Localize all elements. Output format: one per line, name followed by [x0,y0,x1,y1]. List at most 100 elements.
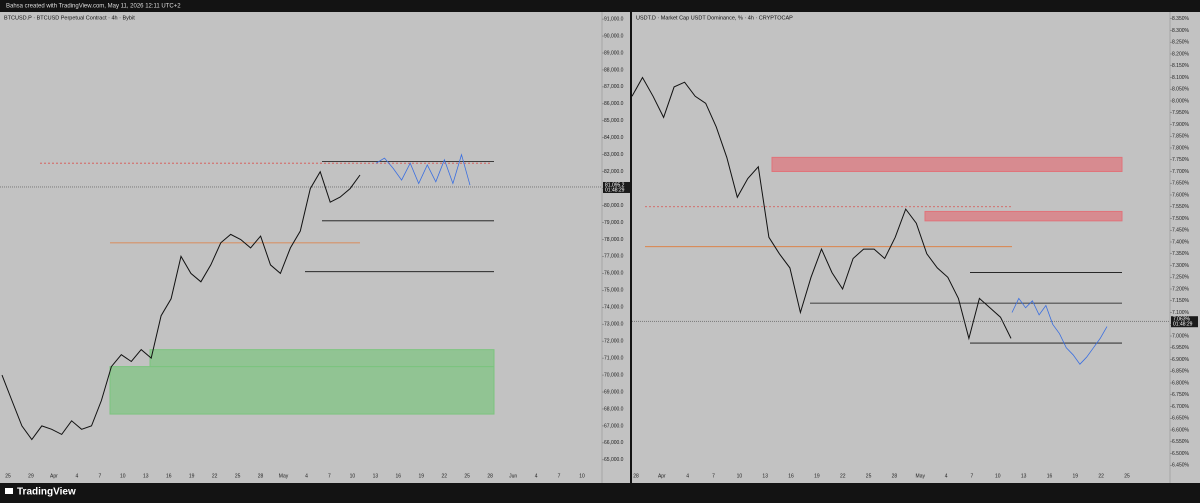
x-tick-label: 19 [1073,473,1079,479]
price-line [1,170,361,441]
y-tick-label: 6.500% [1172,451,1190,457]
x-tick-label: 22 [1098,473,1104,479]
zone [149,349,495,368]
y-tick-label: 7.650% [1172,181,1190,187]
y-tick-label: 6.800% [1172,380,1190,386]
x-tick-label: 19 [189,473,195,479]
chart-title: BTCUSD.P · BTCUSD Perpetual Contract · 4… [4,15,135,21]
projection-line [1011,297,1108,365]
x-tick-label: 25 [464,473,470,479]
brand-name: TradingView [17,487,76,498]
x-tick-label: 10 [995,473,1001,479]
y-tick-label: 7.950% [1172,110,1190,116]
y-tick-label: 73,000.0 [604,322,624,328]
x-tick-label: 28 [892,473,898,479]
x-tick-label: 4 [535,473,538,479]
y-tick-label: 7.750% [1172,157,1190,163]
y-tick-label: 88,000.0 [604,67,624,73]
x-tick-label: 4 [686,473,689,479]
x-tick-label: 25 [235,473,241,479]
y-tick-label: 7.350% [1172,251,1190,257]
x-tick-label: 22 [212,473,218,479]
y-tick-label: 6.750% [1172,392,1190,398]
x-tick-label: 10 [579,473,585,479]
y-tick-label: 7.900% [1172,122,1190,128]
y-tick-label: 77,000.0 [604,254,624,260]
x-tick-label: 13 [143,473,149,479]
brand-logo: TradingView [5,487,76,498]
y-tick-label: 66,000.0 [604,440,624,446]
x-tick-label: 22 [840,473,846,479]
y-tick-label: 7.250% [1172,275,1190,281]
chart-title: USDT.D · Market Cap USDT Dominance, % · … [636,15,793,21]
zone [924,210,1123,222]
x-tick-label: 16 [396,473,402,479]
y-tick-label: 6.550% [1172,439,1190,445]
y-tick-label: 86,000.0 [604,101,624,107]
price-tag-timer: 01:48:29 [1173,322,1193,328]
y-tick-label: 78,000.0 [604,237,624,243]
y-tick-label: 6.700% [1172,404,1190,410]
zone [109,366,495,415]
x-tick-label: 28 [258,473,264,479]
y-tick-label: 8.050% [1172,87,1190,93]
price-tag-label: 81,095.2 [605,182,625,188]
y-tick-label: 8.100% [1172,75,1190,81]
x-tick-label: 13 [762,473,768,479]
x-tick-label: 10 [120,473,126,479]
header-text: Bahsa created with TradingView.com, May … [6,4,181,10]
y-tick-label: 8.150% [1172,63,1190,69]
zone [771,156,1123,172]
x-tick-label: 7 [98,473,101,479]
x-tick-label: 10 [350,473,356,479]
x-tick-label: 4 [75,473,78,479]
y-tick-label: 76,000.0 [604,271,624,277]
x-tick-label: 13 [373,473,379,479]
y-tick-label: 68,000.0 [604,406,624,412]
x-tick-label: 4 [945,473,948,479]
y-tick-label: 8.000% [1172,98,1190,104]
y-tick-label: 7.500% [1172,216,1190,222]
x-tick-label: Apr [50,473,58,479]
y-tick-label: 71,000.0 [604,355,624,361]
x-tick-label: 22 [441,473,447,479]
x-tick-label: 7 [712,473,715,479]
y-tick-label: 83,000.0 [604,152,624,158]
y-tick-label: 6.450% [1172,463,1190,469]
y-tick-label: 79,000.0 [604,220,624,226]
y-tick-label: 72,000.0 [604,338,624,344]
y-tick-label: 75,000.0 [604,288,624,294]
x-tick-label: 28 [633,473,639,479]
y-tick-label: 84,000.0 [604,135,624,141]
price-line [631,76,1012,341]
price-tag-box [1171,316,1198,328]
y-tick-label: 90,000.0 [604,33,624,39]
y-tick-label: 7.600% [1172,192,1190,198]
y-tick-label: 8.200% [1172,51,1190,57]
y-tick-label: 7.200% [1172,286,1190,292]
x-tick-label: 25 [866,473,872,479]
x-tick-label: 7 [971,473,974,479]
y-tick-label: 6.600% [1172,427,1190,433]
y-tick-label: 69,000.0 [604,389,624,395]
y-tick-label: 6.950% [1172,345,1190,351]
y-tick-label: 7.550% [1172,204,1190,210]
y-tick-label: 6.850% [1172,369,1190,375]
logo-mark [5,488,13,494]
y-tick-label: 91,000.0 [604,16,624,22]
x-tick-label: 29 [28,473,34,479]
x-tick-label: 25 [5,473,11,479]
y-tick-label: 7.400% [1172,239,1190,245]
x-tick-label: 10 [737,473,743,479]
y-tick-label: 7.150% [1172,298,1190,304]
y-tick-label: 65,000.0 [604,457,624,463]
x-tick-label: Apr [658,473,666,479]
y-tick-label: 70,000.0 [604,372,624,378]
y-tick-label: 7.100% [1172,310,1190,316]
y-tick-label: 6.900% [1172,357,1190,363]
x-tick-label: 28 [487,473,493,479]
y-tick-label: 6.650% [1172,416,1190,422]
x-tick-label: May [916,473,926,479]
